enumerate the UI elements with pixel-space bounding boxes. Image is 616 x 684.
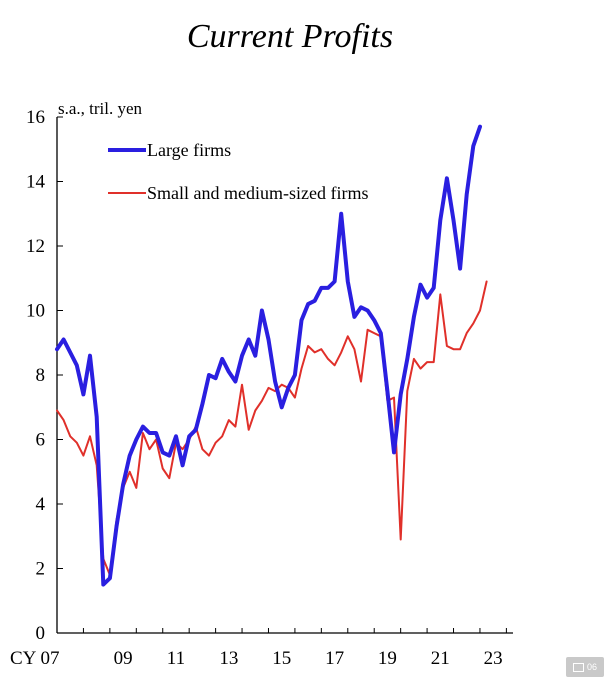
y-tick-label: 16 [26,107,45,128]
page-badge: 06 [566,657,604,677]
unit-label: s.a., tril. yen [58,99,143,118]
x-tick-label: 19 [378,648,397,669]
y-tick-label: 6 [36,430,46,451]
legend-label-small-medium-firms: Small and medium-sized firms [147,183,368,203]
x-tick-label: 13 [219,648,238,669]
y-tick-label: 2 [36,559,46,580]
axes: 0 2 4 6 8 10 12 14 16 CY 07 09 11 13 15 17 19 21 23 [10,107,513,669]
y-tick-label: 8 [36,365,46,386]
series-line-small-medium-firms [56,280,488,576]
series-line-large-firms [55,124,482,587]
legend-label-large-firms: Large firms [147,140,231,160]
image-icon [572,662,584,672]
x-tick-label: 09 [114,648,133,669]
y-tick-label: 0 [36,623,46,644]
x-tick-label: 17 [325,648,344,669]
x-tick-label: 15 [272,648,291,669]
y-tick-label: 10 [26,301,45,322]
series-layer [55,124,488,587]
page-badge-label: 06 [586,662,597,672]
x-tick-label: 11 [167,648,185,669]
chart-title: Current Profits [186,18,394,55]
y-tick-label: 12 [26,236,45,257]
y-tick-label: 14 [26,172,46,193]
x-tick-label: 23 [484,648,503,669]
x-tick-label: 21 [431,648,450,669]
x-tick-label: CY 07 [10,648,59,669]
legend: Large firms Small and medium-sized firms [108,140,368,203]
y-tick-label: 4 [36,494,46,515]
